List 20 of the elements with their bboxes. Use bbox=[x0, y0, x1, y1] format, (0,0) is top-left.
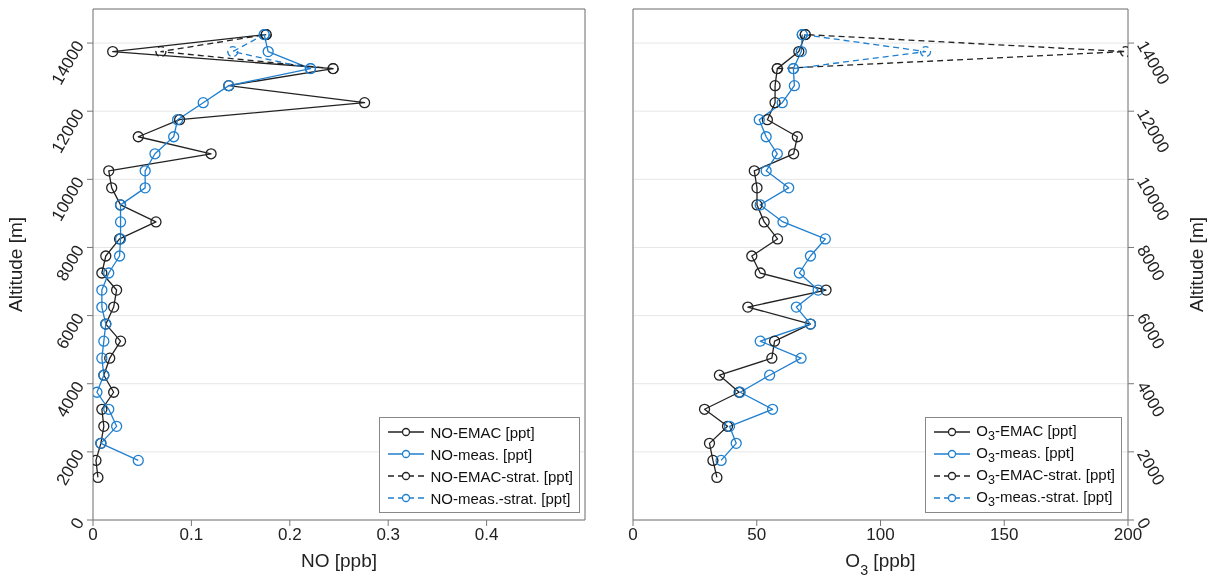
x-axis-title: O$_{3}$ [ppb] bbox=[845, 550, 916, 578]
legend-label: O$_{3}$-meas. [ppt] bbox=[976, 443, 1075, 465]
x-tick-label: 100 bbox=[866, 525, 895, 545]
legend-label: NO-EMAC [ppt] bbox=[430, 423, 535, 441]
legend-label: O$_{3}$-EMAC-strat. [ppt] bbox=[976, 465, 1115, 487]
legend-label: O$_{3}$-EMAC [ppt] bbox=[976, 421, 1077, 443]
y-axis-title: Altitude [m] bbox=[5, 216, 26, 313]
y2-axis-title: Altitude [m] bbox=[1186, 216, 1207, 313]
x-axis-title: NO [ppb] bbox=[300, 550, 378, 571]
x-tick-label: 0.1 bbox=[179, 525, 204, 545]
x-tick-label: 50 bbox=[747, 525, 767, 545]
x-tick-label: 0.2 bbox=[277, 525, 302, 545]
x-tick-label: 0 bbox=[628, 525, 638, 545]
x-tick-label: 150 bbox=[990, 525, 1019, 545]
x-tick-label: 0.3 bbox=[376, 525, 401, 545]
legend-label: NO-meas.-strat. [ppt] bbox=[430, 489, 571, 507]
x-tick-label: 0.4 bbox=[474, 525, 499, 545]
legend-label: NO-EMAC-strat. [ppt] bbox=[430, 467, 573, 485]
legend-label: NO-meas. [ppt] bbox=[430, 445, 533, 463]
legend-label: O$_{3}$-meas.-strat. [ppt] bbox=[976, 487, 1113, 509]
